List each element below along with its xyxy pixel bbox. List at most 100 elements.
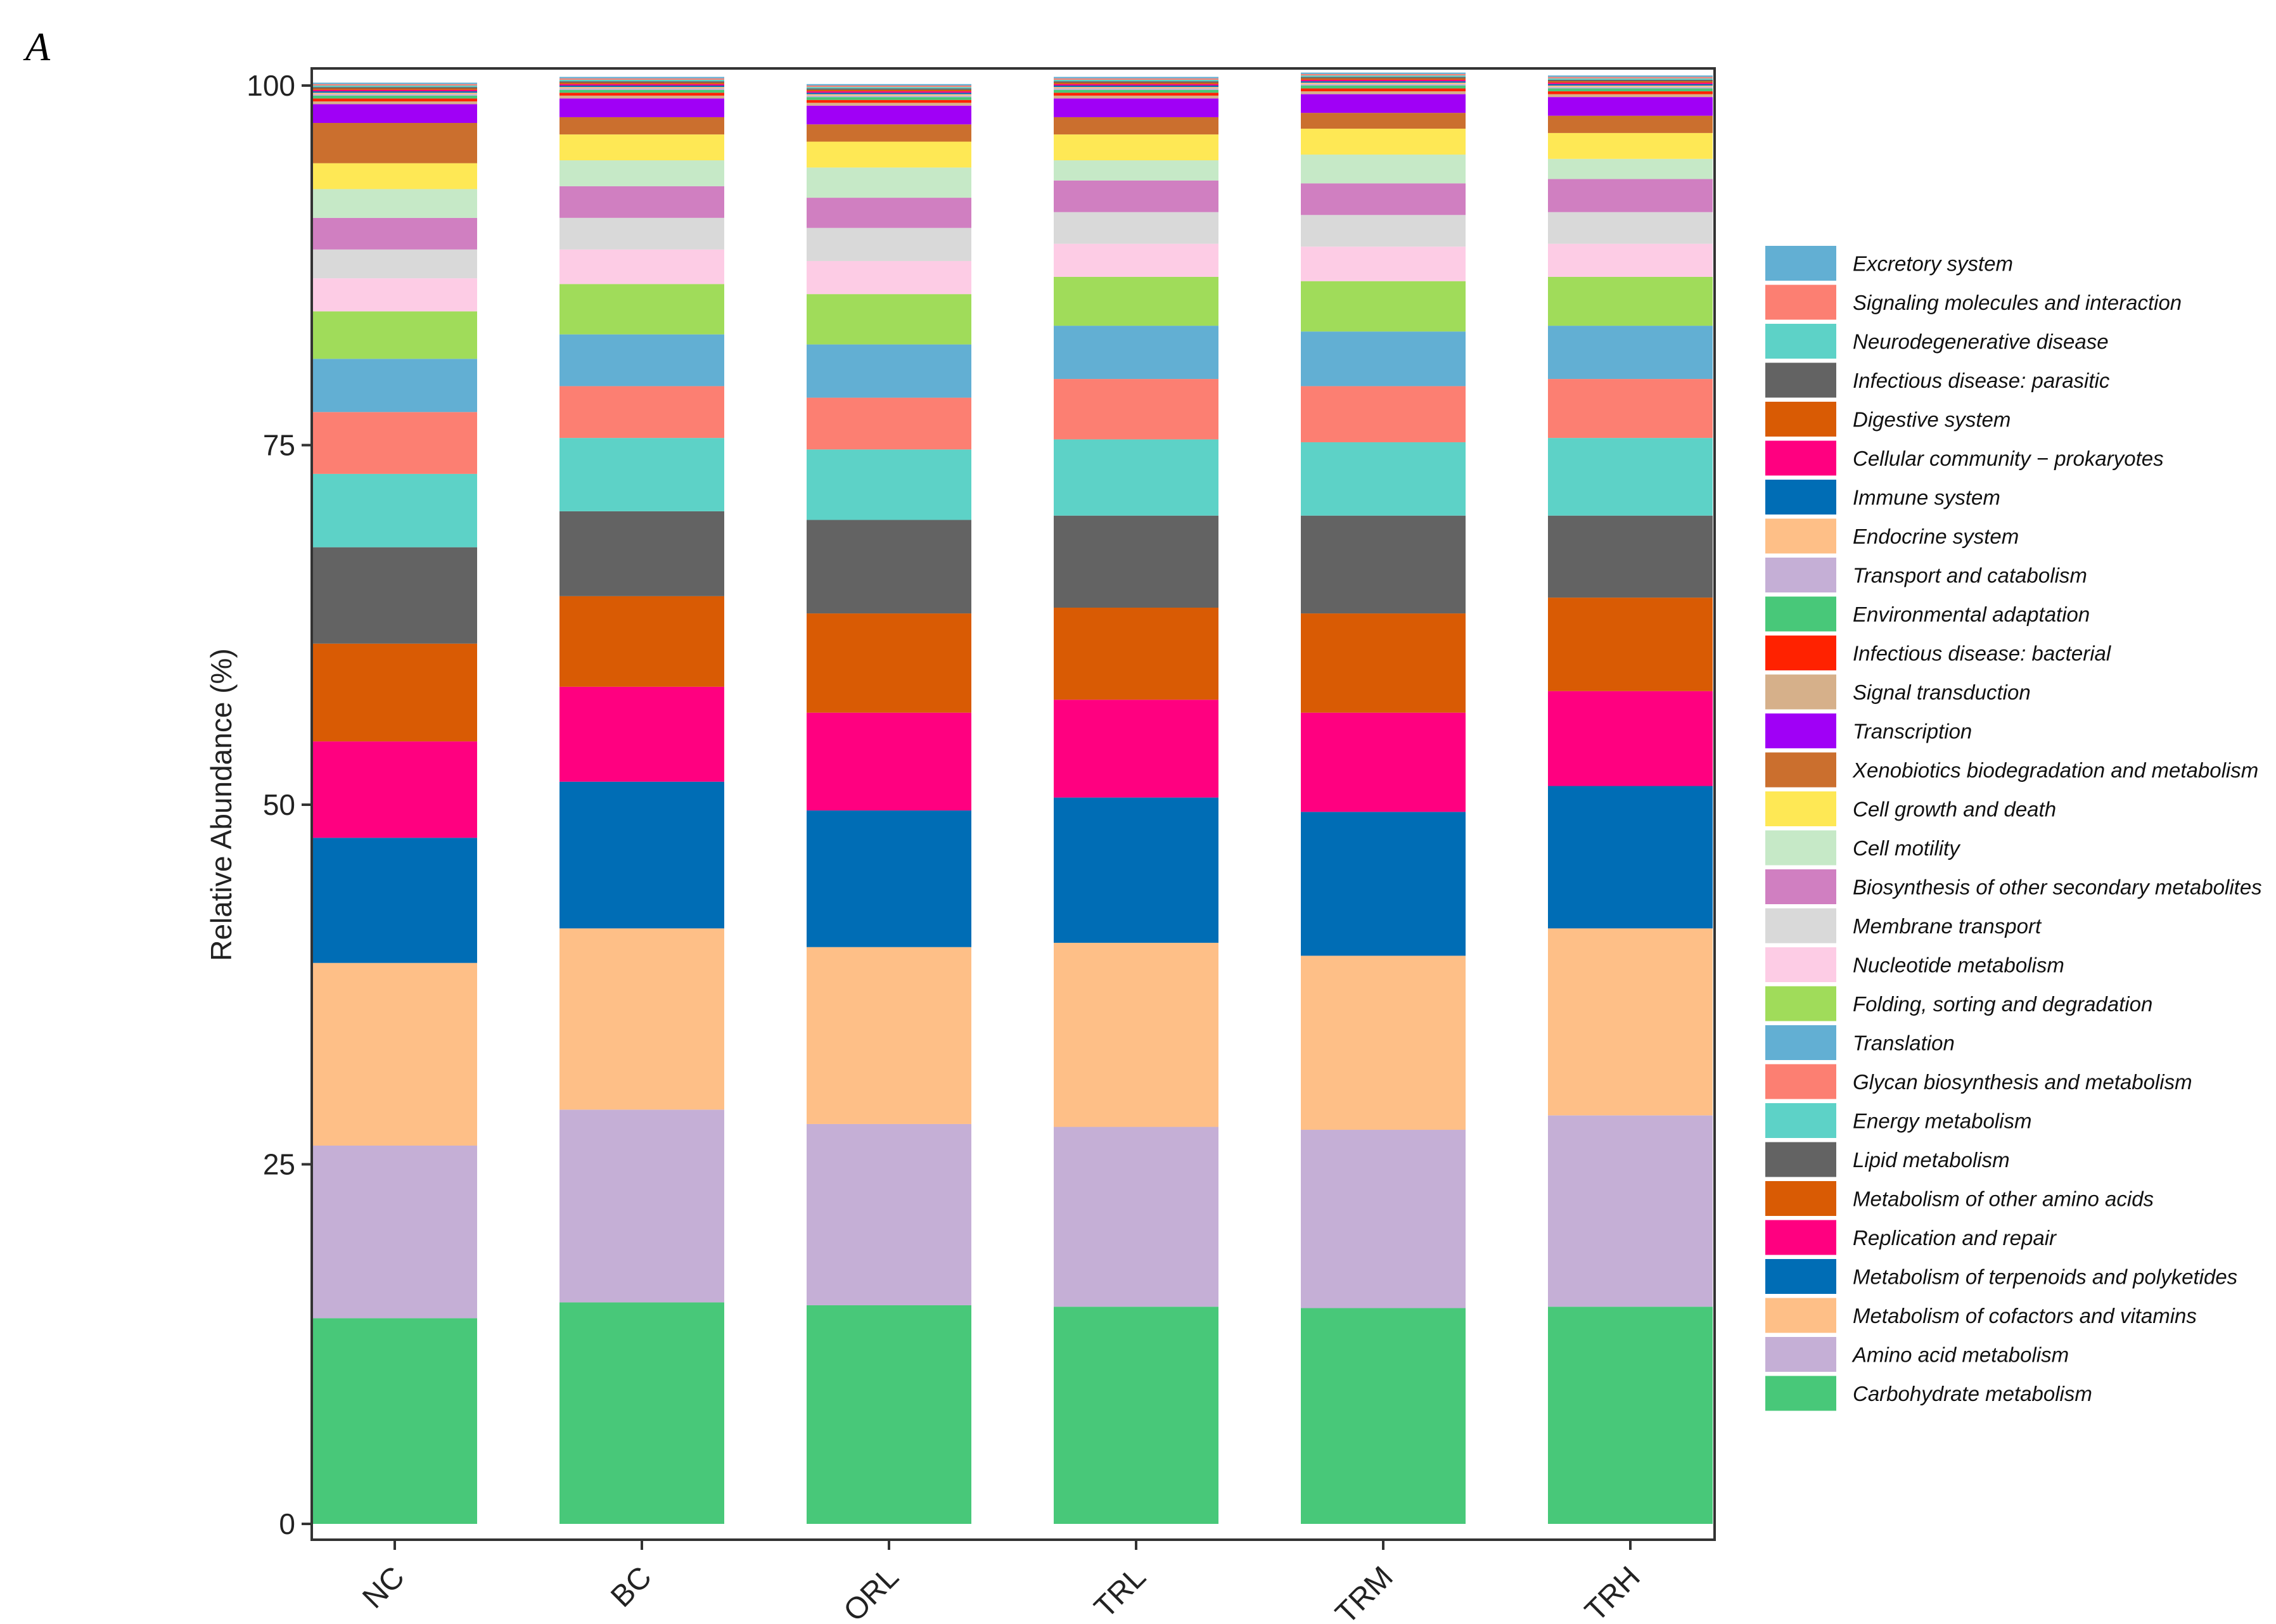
bar-segment-trl-folding-sorting-and-degradation — [1054, 276, 1218, 326]
legend-item-carbohydrate-metabolism: Carbohydrate metabolism — [1765, 1376, 2092, 1411]
legend-key-immune-system — [1765, 480, 1836, 515]
bar-segment-trm-transcription — [1301, 94, 1466, 113]
legend-key-amino-acid-metabolism — [1765, 1337, 1836, 1372]
bar-segment-trh-transport-and-catabolism — [1548, 87, 1713, 89]
bar-segment-trh-signaling-molecules-and-interaction — [1548, 77, 1713, 79]
bar-segment-nc-endocrine-system — [312, 93, 477, 94]
legend-key-xenobiotics-biodegradation-and-metabolism — [1765, 752, 1836, 788]
bar-segment-trh-amino-acid-metabolism — [1548, 1115, 1713, 1307]
bar-segment-nc-immune-system — [312, 91, 477, 93]
bar-segment-orl-metabolism-of-other-amino-acids — [807, 613, 971, 713]
bar-segment-trm-signaling-molecules-and-interaction — [1301, 74, 1466, 76]
bar-segment-trl-energy-metabolism — [1054, 439, 1218, 516]
bar-segment-orl-lipid-metabolism — [807, 520, 971, 614]
bar-segment-trl-digestive-system — [1054, 82, 1218, 84]
bar-segment-orl-environmental-adaptation — [807, 97, 971, 100]
bar-segment-trm-nucleotide-metabolism — [1301, 246, 1466, 281]
bar-segment-orl-signaling-molecules-and-interaction — [807, 86, 971, 87]
bar-segment-bc-endocrine-system — [559, 87, 724, 89]
bar-segment-nc-nucleotide-metabolism — [312, 278, 477, 312]
legend-label-neurodegenerative-disease: Neurodegenerative disease — [1853, 330, 2109, 354]
legend-label-carbohydrate-metabolism: Carbohydrate metabolism — [1853, 1382, 2092, 1405]
legend: Excretory system Signaling molecules and … — [1765, 246, 2262, 1411]
bar-segment-nc-translation — [312, 359, 477, 412]
bar-segment-trl-carbohydrate-metabolism — [1054, 1307, 1218, 1524]
legend-item-biosynthesis-of-other-secondary-metabolites: Biosynthesis of other secondary metaboli… — [1765, 869, 2262, 904]
legend-item-folding-sorting-and-degradation: Folding, sorting and degradation — [1765, 986, 2152, 1021]
bar-segment-trh-excretory-system — [1548, 75, 1713, 77]
legend-label-signaling-molecules-and-interaction: Signaling molecules and interaction — [1853, 291, 2182, 314]
bar-segment-nc-signaling-molecules-and-interaction — [312, 84, 477, 86]
bar-segment-orl-transcription — [807, 105, 971, 125]
legend-item-replication-and-repair: Replication and repair — [1765, 1220, 2057, 1255]
bar-segment-bc-transcription — [559, 98, 724, 117]
y-axis: 0 25 50 75 100 — [246, 69, 312, 1540]
bar-segment-bc-signaling-molecules-and-interaction — [559, 78, 724, 80]
bar-segment-orl-digestive-system — [807, 89, 971, 92]
bar-segment-orl-xenobiotics-biodegradation-and-metabolism — [807, 124, 971, 142]
bar-segment-nc-amino-acid-metabolism — [312, 1145, 477, 1319]
y-tick-label-100: 100 — [246, 69, 295, 102]
bar-segment-trm-immune-system — [1301, 81, 1466, 83]
bar-segment-bc-infectious-disease-bacterial — [559, 93, 724, 96]
bar-segment-trm-carbohydrate-metabolism — [1301, 1308, 1466, 1524]
legend-item-amino-acid-metabolism: Amino acid metabolism — [1765, 1337, 2069, 1372]
bar-segment-trl-immune-system — [1054, 86, 1218, 87]
bar-segment-trm-excretory-system — [1301, 72, 1466, 74]
legend-key-carbohydrate-metabolism — [1765, 1376, 1836, 1411]
bar-segment-trh-infectious-disease-bacterial — [1548, 91, 1713, 94]
bar-segment-nc-digestive-system — [312, 88, 477, 90]
bar-segment-nc-cellular-community-prokaryotes — [312, 89, 477, 92]
bar-segment-trh-membrane-transport — [1548, 212, 1713, 244]
bar-segment-orl-transport-and-catabolism — [807, 95, 971, 98]
legend-item-glycan-biosynthesis-and-metabolism: Glycan biosynthesis and metabolism — [1765, 1064, 2192, 1099]
bar-segment-trh-endocrine-system — [1548, 86, 1713, 87]
legend-item-digestive-system: Digestive system — [1765, 402, 2011, 437]
bar-segment-trh-metabolism-of-other-amino-acids — [1548, 598, 1713, 691]
legend-key-digestive-system — [1765, 402, 1836, 437]
bar-segment-orl-replication-and-repair — [807, 712, 971, 811]
bar-segment-trm-signal-transduction — [1301, 91, 1466, 94]
legend-key-metabolism-of-terpenoids-and-polyketides — [1765, 1259, 1836, 1294]
bar-segment-trm-membrane-transport — [1301, 215, 1466, 247]
bar-segment-trm-endocrine-system — [1301, 82, 1466, 84]
y-tick-label-0: 0 — [279, 1507, 295, 1540]
bar-segment-trl-metabolism-of-terpenoids-and-polyketides — [1054, 797, 1218, 943]
bar-segment-orl-immune-system — [807, 93, 971, 94]
bar-segment-nc-energy-metabolism — [312, 473, 477, 547]
legend-key-signaling-molecules-and-interaction — [1765, 285, 1836, 320]
legend-label-environmental-adaptation: Environmental adaptation — [1853, 603, 2090, 626]
bar-segment-orl-metabolism-of-terpenoids-and-polyketides — [807, 810, 971, 947]
bar-segment-trl-infectious-disease-parasitic — [1054, 81, 1218, 83]
bar-segment-bc-biosynthesis-of-other-secondary-metabolites — [559, 186, 724, 218]
bar-segment-trm-replication-and-repair — [1301, 712, 1466, 812]
bar-stack-trm — [1301, 72, 1466, 1524]
bar-segment-trm-biosynthesis-of-other-secondary-metabolites — [1301, 183, 1466, 215]
legend-key-signal-transduction — [1765, 674, 1836, 710]
bar-segment-trm-translation — [1301, 331, 1466, 387]
bar-stack-nc — [312, 82, 477, 1524]
bar-segment-nc-transport-and-catabolism — [312, 94, 477, 96]
legend-key-nucleotide-metabolism — [1765, 947, 1836, 982]
bar-segment-bc-cellular-community-prokaryotes — [559, 84, 724, 86]
bar-stacks — [312, 72, 1713, 1524]
bar-segment-orl-membrane-transport — [807, 227, 971, 261]
legend-key-excretory-system — [1765, 246, 1836, 281]
legend-key-cellular-community-prokaryotes — [1765, 440, 1836, 476]
legend-item-translation: Translation — [1765, 1025, 1955, 1060]
bar-segment-bc-replication-and-repair — [559, 686, 724, 782]
bar-segment-orl-signal-transduction — [807, 103, 971, 106]
bar-segment-trm-metabolism-of-other-amino-acids — [1301, 613, 1466, 713]
legend-key-infectious-disease-bacterial — [1765, 636, 1836, 670]
bar-segment-trm-metabolism-of-terpenoids-and-polyketides — [1301, 812, 1466, 956]
bar-segment-orl-infectious-disease-parasitic — [807, 88, 971, 90]
legend-item-transcription: Transcription — [1765, 713, 1972, 748]
bar-segment-orl-infectious-disease-bacterial — [807, 99, 971, 103]
bar-segment-nc-metabolism-of-cofactors-and-vitamins — [312, 962, 477, 1146]
bar-segment-nc-infectious-disease-parasitic — [312, 87, 477, 89]
legend-label-metabolism-of-terpenoids-and-polyketides: Metabolism of terpenoids and polyketides — [1853, 1265, 2237, 1289]
bar-segment-bc-immune-system — [559, 86, 724, 87]
bar-segment-orl-metabolism-of-cofactors-and-vitamins — [807, 947, 971, 1124]
bar-segment-orl-cell-motility — [807, 167, 971, 198]
legend-key-glycan-biosynthesis-and-metabolism — [1765, 1064, 1836, 1099]
